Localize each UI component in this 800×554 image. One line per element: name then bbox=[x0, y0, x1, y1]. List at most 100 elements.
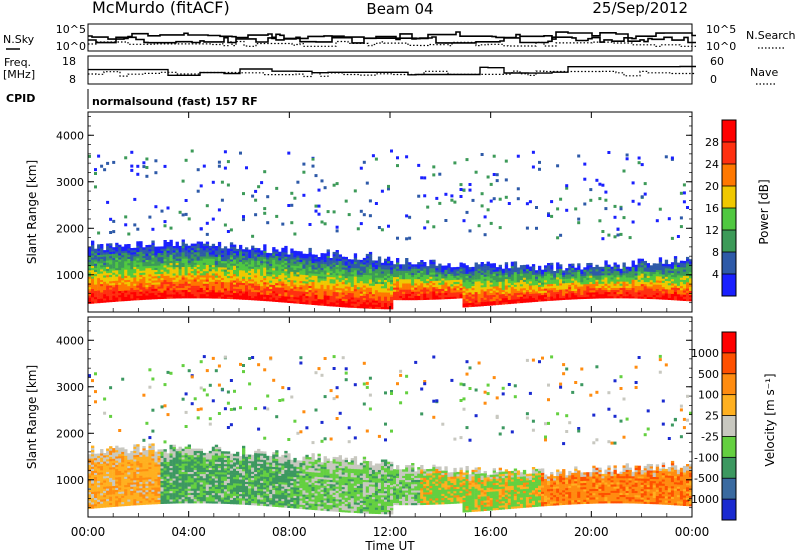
heatmap-cell bbox=[290, 248, 294, 251]
heatmap-cell bbox=[305, 281, 309, 284]
heatmap-scatter bbox=[679, 216, 683, 220]
heatmap-cell bbox=[103, 478, 107, 481]
heatmap-cell bbox=[121, 273, 125, 277]
heatmap-cell bbox=[305, 302, 309, 305]
heatmap-cell bbox=[329, 264, 333, 267]
heatmap-cell bbox=[522, 283, 527, 287]
heatmap-cell bbox=[127, 254, 131, 257]
heatmap-cell bbox=[115, 286, 119, 290]
heatmap-cell bbox=[456, 266, 460, 270]
heatmap-cell bbox=[586, 279, 590, 283]
heatmap-cell bbox=[335, 281, 339, 284]
heatmap-cell bbox=[589, 296, 593, 299]
heatmap-cell bbox=[513, 288, 518, 291]
heatmap-scatter bbox=[100, 164, 104, 168]
heatmap-scatter bbox=[477, 224, 481, 228]
heatmap-cell bbox=[184, 287, 188, 290]
heatmap-cell bbox=[272, 259, 276, 262]
heatmap-cell bbox=[483, 268, 487, 271]
heatmap-cell bbox=[531, 278, 536, 282]
heatmap-cell bbox=[236, 282, 240, 285]
heatmap-cell bbox=[302, 260, 306, 263]
heatmap-cell bbox=[308, 287, 312, 291]
heatmap-cell bbox=[393, 270, 397, 273]
noise-traces bbox=[88, 31, 696, 47]
heatmap-cell bbox=[266, 265, 270, 268]
heatmap-cell bbox=[559, 285, 563, 288]
heatmap-cell bbox=[118, 286, 122, 289]
heatmap-cell bbox=[302, 285, 306, 288]
heatmap-cell bbox=[97, 482, 101, 486]
heatmap-cell bbox=[510, 288, 515, 292]
heatmap-cell bbox=[646, 271, 650, 274]
heatmap-cell bbox=[145, 245, 149, 248]
heatmap-cell bbox=[205, 258, 210, 261]
heatmap-cell bbox=[223, 275, 228, 278]
heatmap-cell bbox=[217, 285, 222, 289]
heatmap-cell bbox=[528, 300, 533, 303]
heatmap-cell bbox=[91, 240, 95, 243]
heatmap-cell bbox=[377, 294, 382, 297]
heatmap-cell bbox=[550, 283, 554, 287]
heatmap-cell bbox=[429, 266, 433, 269]
heatmap-cell bbox=[115, 263, 119, 267]
heatmap-cell bbox=[242, 274, 246, 277]
heatmap-cell bbox=[640, 279, 644, 282]
heatmap-cell bbox=[217, 277, 222, 280]
heatmap-scatter bbox=[628, 236, 632, 240]
heatmap-cell bbox=[233, 290, 237, 293]
heatmap-cell bbox=[202, 293, 207, 297]
heatmap-cell bbox=[275, 264, 279, 267]
heatmap-cell bbox=[118, 280, 122, 283]
heatmap-cell bbox=[94, 466, 98, 469]
heatmap-scatter bbox=[577, 221, 581, 225]
heatmap-cell bbox=[254, 268, 258, 272]
heatmap-cell bbox=[670, 274, 675, 278]
heatmap-cell bbox=[353, 303, 358, 306]
heatmap-cell bbox=[275, 295, 279, 298]
heatmap-cell bbox=[121, 288, 125, 291]
heatmap-cell bbox=[109, 502, 113, 506]
heatmap-cell bbox=[531, 293, 536, 296]
heatmap-cell bbox=[248, 257, 252, 261]
heatmap-cell bbox=[211, 260, 216, 263]
power-y-tick-label: 4000 bbox=[56, 129, 84, 142]
heatmap-cell bbox=[480, 301, 484, 305]
heatmap-cell bbox=[242, 259, 246, 263]
heatmap-cell bbox=[538, 280, 542, 283]
heatmap-cell bbox=[272, 263, 276, 267]
heatmap-cell bbox=[106, 469, 110, 472]
heatmap-cell bbox=[245, 272, 249, 275]
heatmap-cell bbox=[136, 295, 140, 299]
heatmap-cell bbox=[272, 257, 276, 260]
heatmap-cell bbox=[634, 283, 638, 286]
heatmap-cell bbox=[510, 278, 515, 281]
heatmap-cell bbox=[226, 294, 231, 297]
heatmap-cell bbox=[498, 277, 502, 280]
heatmap-cell bbox=[181, 260, 185, 263]
heatmap-cell bbox=[311, 256, 315, 259]
heatmap-cell bbox=[199, 279, 203, 282]
heatmap-cell bbox=[103, 260, 107, 263]
heatmap-cell bbox=[100, 279, 104, 282]
heatmap-cell bbox=[145, 247, 149, 250]
heatmap-cell bbox=[205, 250, 210, 253]
heatmap-scatter bbox=[109, 231, 113, 234]
heatmap-cell bbox=[371, 302, 376, 305]
heatmap-cell bbox=[387, 294, 391, 297]
heatmap-cell bbox=[329, 272, 333, 275]
heatmap-cell bbox=[302, 268, 306, 271]
heatmap-cell bbox=[160, 282, 164, 285]
heatmap-cell bbox=[359, 285, 364, 288]
heatmap-cell bbox=[208, 285, 213, 288]
frequency-trace bbox=[88, 65, 696, 76]
heatmap-cell bbox=[450, 294, 454, 297]
heatmap-cell bbox=[160, 248, 164, 251]
heatmap-cell bbox=[254, 275, 258, 278]
heatmap-cell bbox=[151, 286, 155, 289]
heatmap-scatter bbox=[516, 154, 520, 158]
heatmap-cell bbox=[103, 488, 107, 491]
heatmap-cell bbox=[172, 260, 176, 263]
heatmap-cell bbox=[655, 273, 660, 277]
heatmap-cell bbox=[528, 295, 533, 299]
